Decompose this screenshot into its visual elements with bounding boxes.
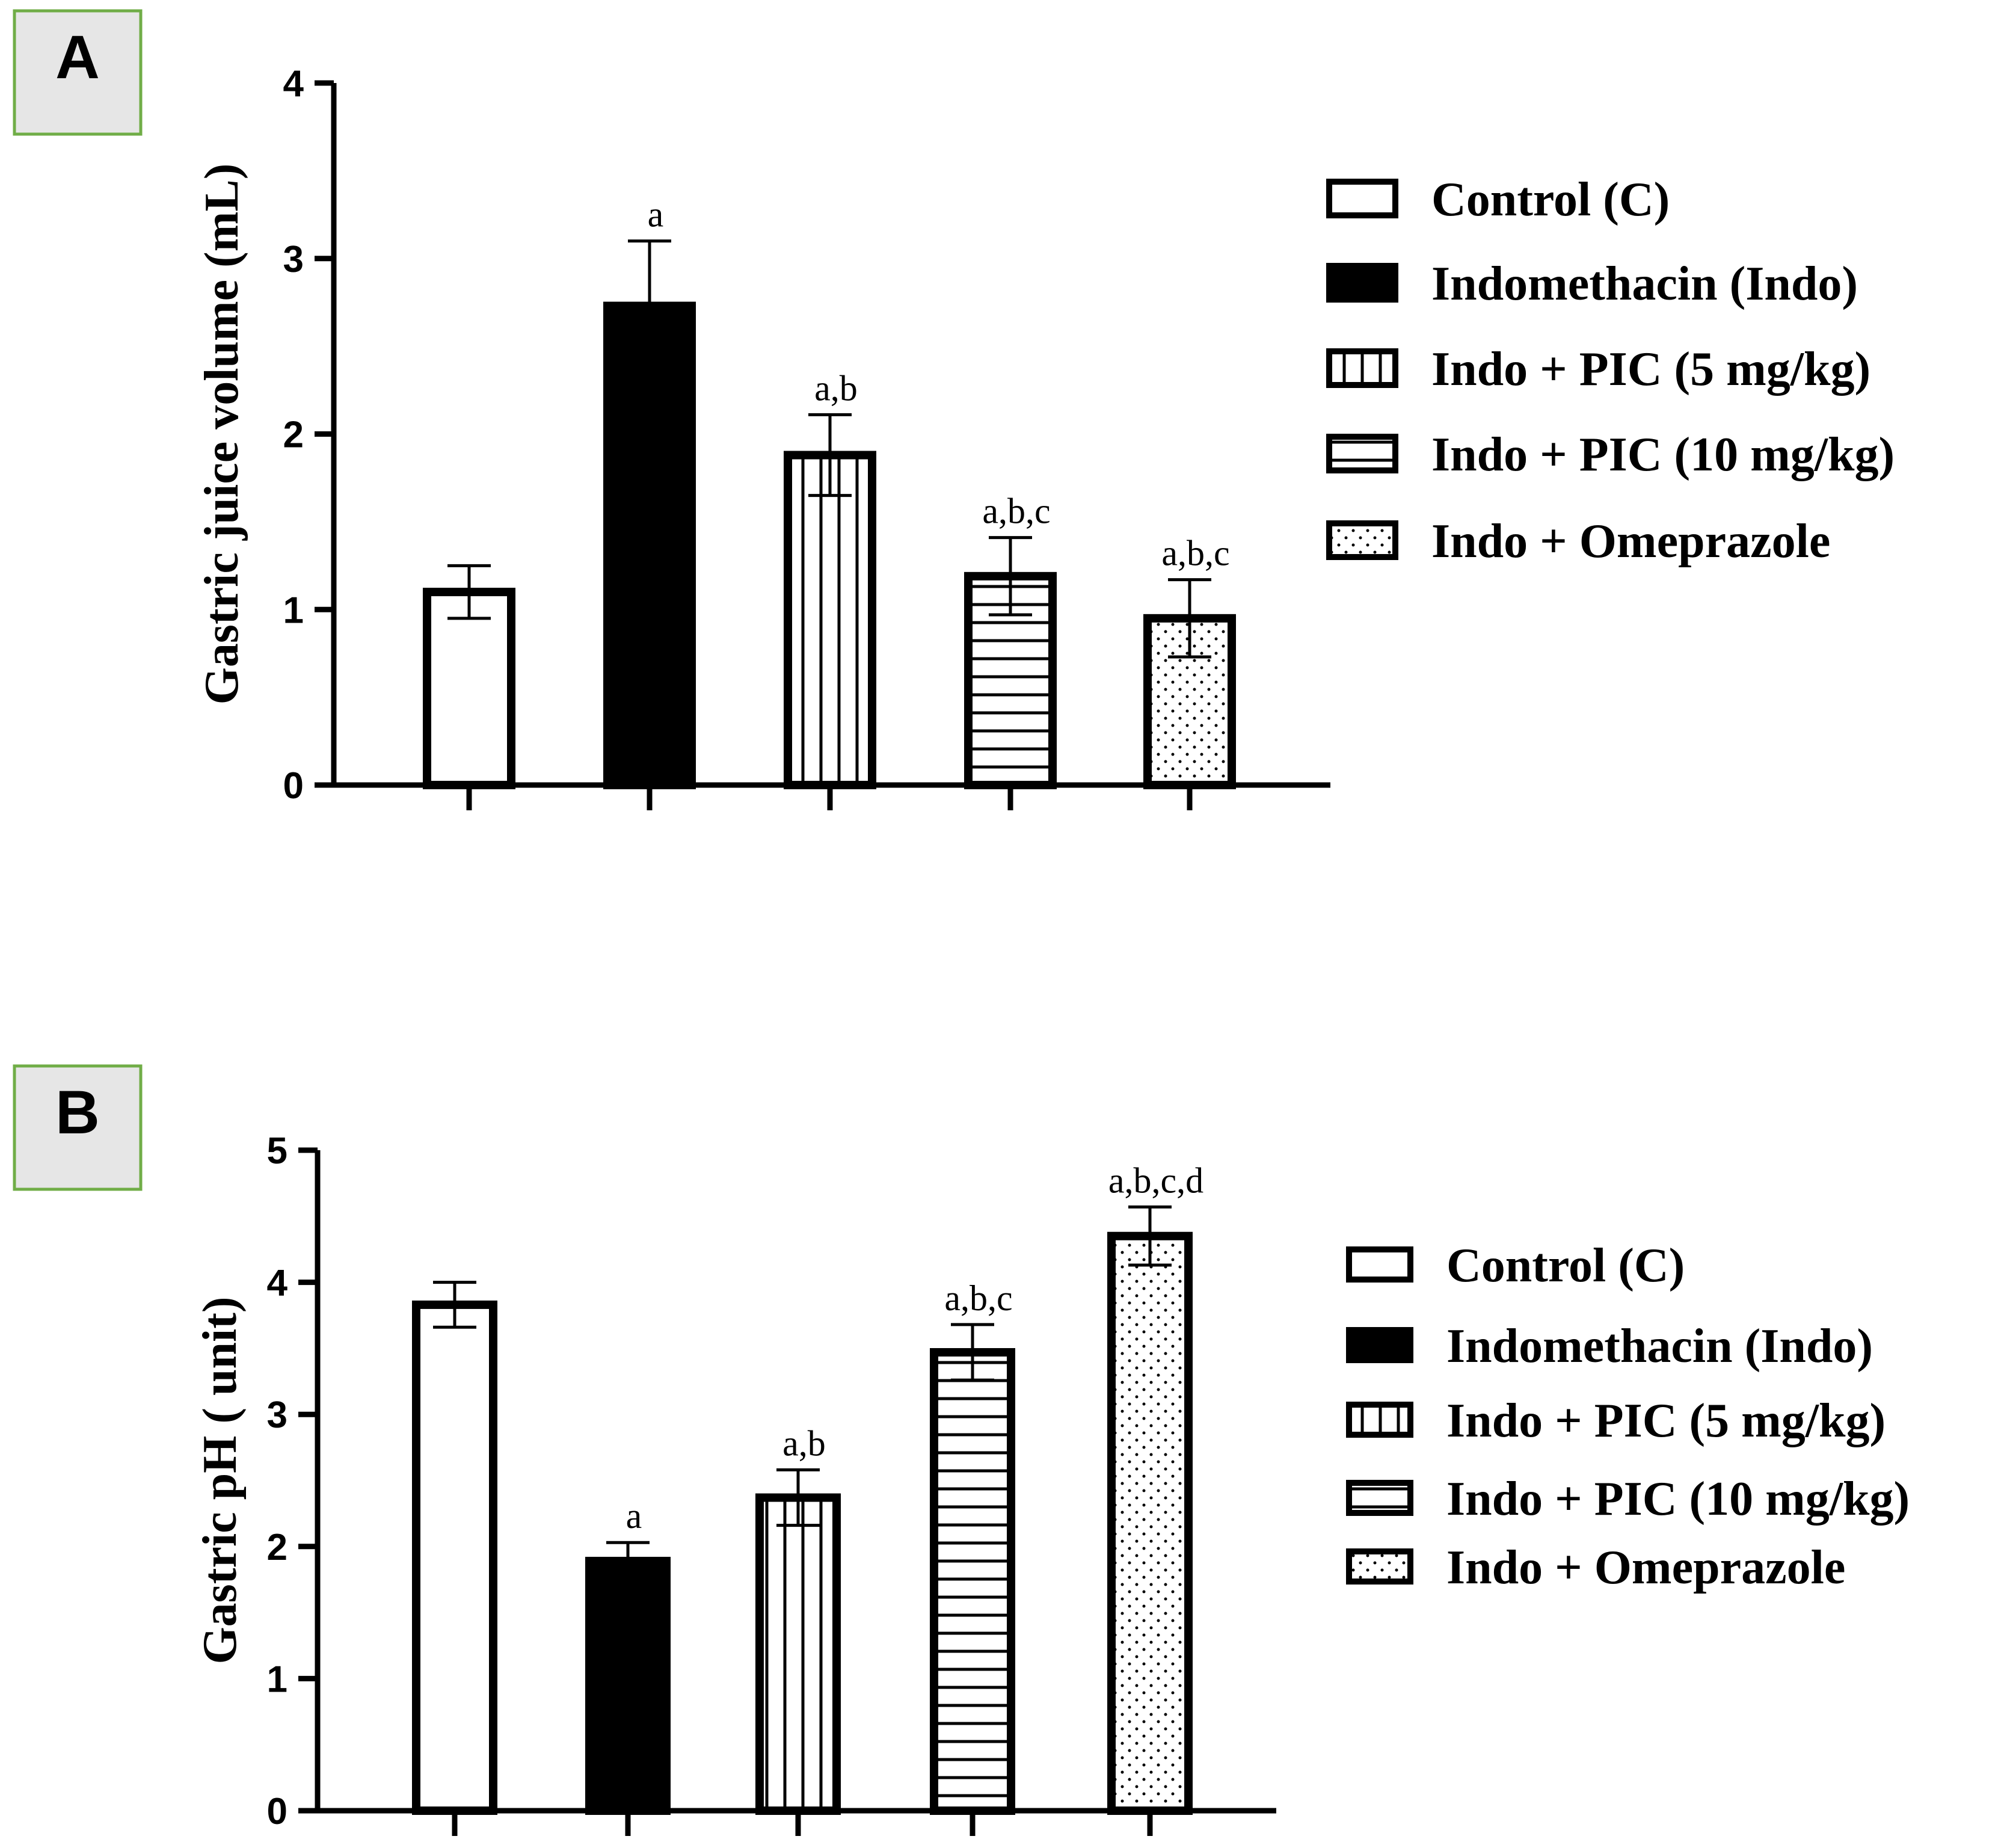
legend-swatch [1326,179,1398,218]
y-tick-label: 1 [283,590,304,631]
significance-label: a [648,195,664,235]
error-bar [776,1468,820,1527]
y-tick-label: 3 [283,239,304,280]
bar [585,1556,671,1816]
panel-label-box [13,1064,143,1191]
y-tick-label: 4 [267,1263,288,1304]
y-tick-label: 0 [283,765,304,807]
panel-label-box [13,9,143,136]
y-axis-label: Gastric juice volume (mL) [195,164,248,705]
significance-label: a,b [782,1423,826,1463]
legend-entry: Control (C) [1446,1239,1685,1292]
legend-swatch [1326,434,1398,473]
bar [1107,1231,1193,1815]
error-bar [808,413,852,497]
y-tick-label: 2 [283,414,304,456]
legend-swatch [1346,1548,1413,1585]
y-tick-label: 0 [267,1791,287,1832]
legend-swatch [1346,1402,1413,1438]
legend-entry: Indo + PIC (5 mg/kg) [1431,343,1870,396]
significance-label: a,b,c [1161,534,1229,573]
legend-swatch [1346,1480,1413,1516]
legend-entry: Indo + Omeprazole [1431,515,1830,568]
legend-entry: Indo + PIC (10 mg/kg) [1431,428,1895,481]
legend-swatch [1326,348,1398,388]
bar [930,1348,1015,1816]
legend: Control (C) Indomethacin (Indo) Indo + PIC… [1346,1239,1910,1594]
bar [412,1300,497,1815]
significance-label: a,b,c [944,1278,1012,1318]
bar [784,451,876,789]
bar [423,588,515,789]
y-tick-label: 1 [267,1659,287,1700]
y-tick-label: 5 [267,1130,287,1172]
error-bar [1128,1205,1172,1267]
legend-swatch [1326,520,1398,560]
y-tick-label: 4 [283,63,304,105]
error-bar [628,239,671,372]
error-bar [433,1281,476,1329]
y-axis-label: Gastric pH ( unit) [194,1296,247,1664]
bar [603,301,696,789]
legend-swatch [1346,1246,1413,1283]
panel-label: B [55,1078,100,1147]
error-bar [1168,578,1211,659]
panel-label: A [55,23,100,91]
error-bar [447,564,491,620]
y-tick-label: 2 [267,1527,287,1568]
error-bar [606,1541,650,1582]
legend-entry: Indomethacin (Indo) [1431,257,1858,310]
error-bar [951,1323,994,1382]
panel-b: B Gastric pH ( unit) a a,b a,b,c a,b,c,d 0 1 2 3 4… [13,1064,1910,1836]
significance-label: a,b,c [982,491,1050,531]
legend-entry: Indo + Omeprazole [1446,1541,1845,1594]
legend-entry: Control (C) [1431,173,1670,226]
significance-label: a [626,1496,642,1536]
legend-entry: Indomethacin (Indo) [1446,1320,1873,1373]
y-tick-label: 3 [267,1394,287,1436]
error-bar [989,536,1032,617]
legend-swatch [1346,1327,1413,1363]
panel-a: A Gastric juice volume (mL) a a,b a,b,c a,b,c… [13,9,1895,810]
bar [755,1493,841,1816]
legend-entry: Indo + PIC (5 mg/kg) [1446,1394,1886,1447]
legend: Control (C) Indomethacin (Indo) Indo + PIC… [1326,173,1895,568]
legend-entry: Indo + PIC (10 mg/kg) [1446,1473,1910,1526]
legend-swatch [1326,263,1398,303]
significance-label: a,b [814,368,858,408]
significance-label: a,b,c,d [1108,1160,1203,1200]
